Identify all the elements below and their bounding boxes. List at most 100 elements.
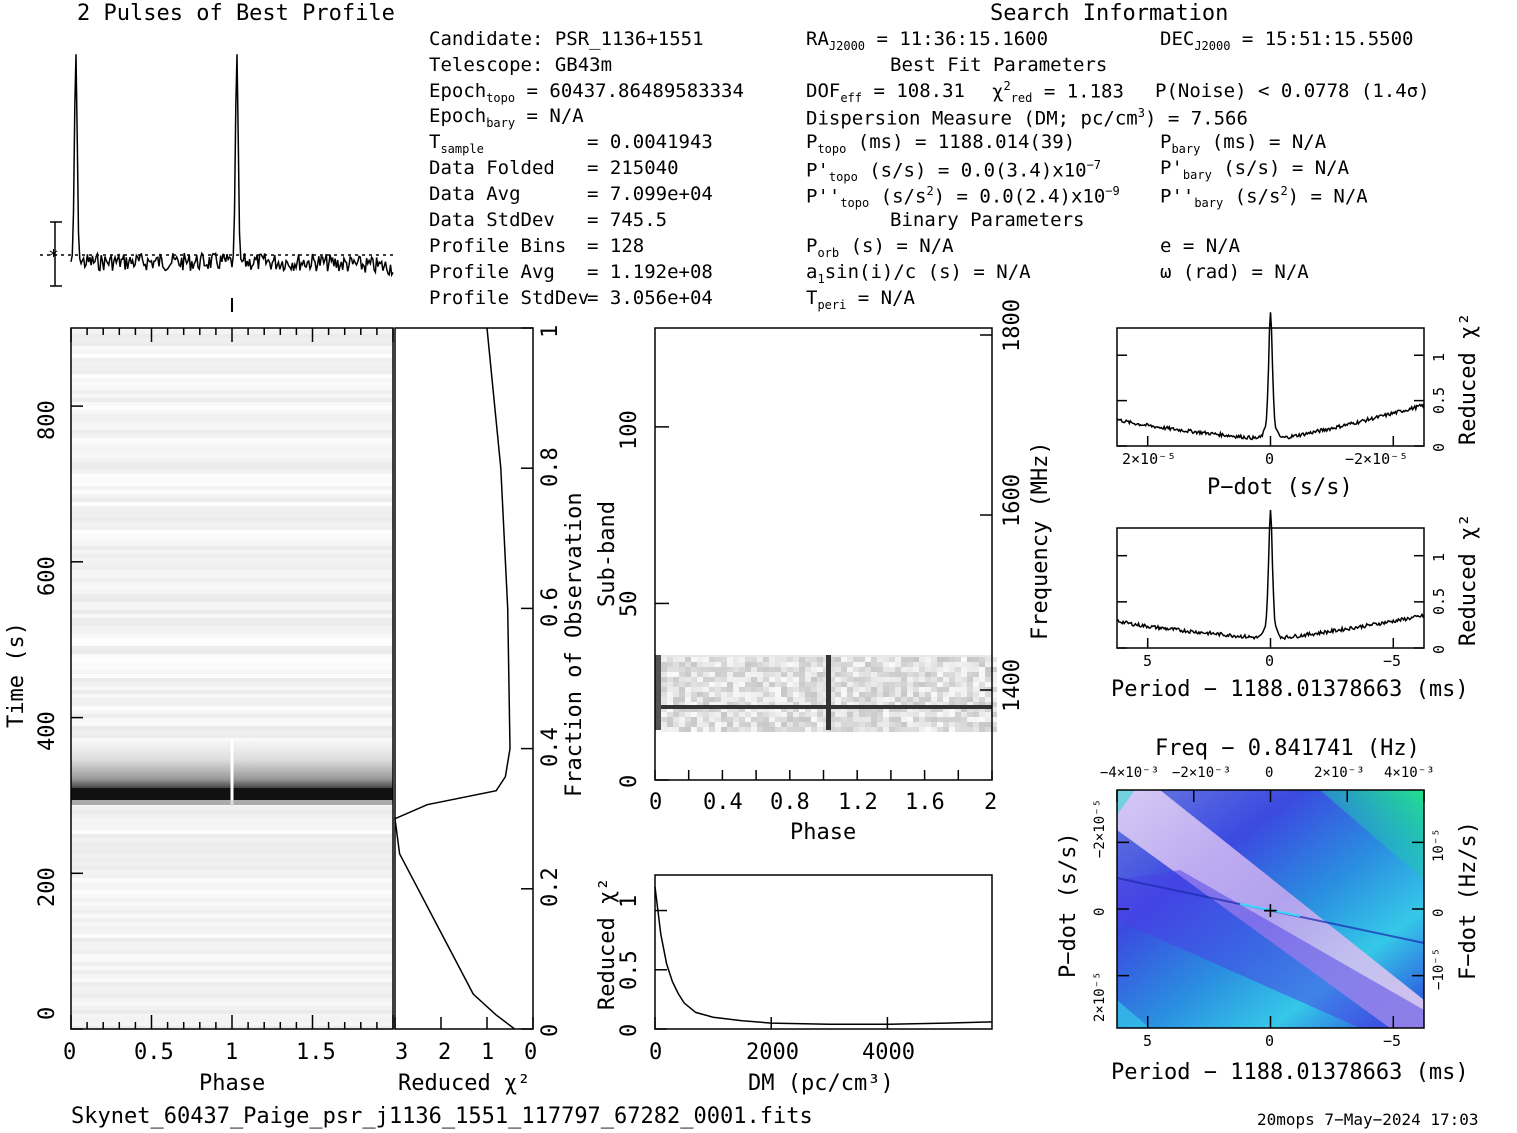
subband-cell xyxy=(673,677,679,682)
subband-cell xyxy=(937,662,943,667)
time-phase-row xyxy=(71,838,232,842)
time-phase-row xyxy=(232,906,393,910)
time-phase-row xyxy=(71,814,232,818)
subband-cell xyxy=(703,722,709,727)
subband-cell xyxy=(907,682,913,687)
time-phase-row xyxy=(232,494,393,498)
subband-cell xyxy=(745,717,751,722)
subband-cell xyxy=(931,672,937,677)
time-phase-row xyxy=(232,894,393,898)
period-panel xyxy=(1116,509,1425,649)
time-phase-row xyxy=(71,406,232,410)
binary-title: Binary Parameters xyxy=(890,209,1085,231)
time-phase-row xyxy=(71,342,232,346)
subband-cell xyxy=(913,712,919,717)
time-phase-row xyxy=(232,390,393,394)
subband-cell xyxy=(787,707,793,712)
subband-cell xyxy=(835,707,841,712)
subband-cell xyxy=(745,667,751,672)
subband-cell xyxy=(787,662,793,667)
subband-cell xyxy=(847,687,853,692)
subband-cell xyxy=(949,672,955,677)
subband-cell xyxy=(667,717,673,722)
subband-cell xyxy=(829,692,835,697)
subband-cell xyxy=(829,667,835,672)
subband-cell xyxy=(889,702,895,707)
tp-xtick-2: 1 xyxy=(225,1040,239,1065)
time-phase-row xyxy=(71,922,232,926)
period-ytick-0: 0 xyxy=(1430,644,1448,654)
subband-cell xyxy=(673,707,679,712)
subband-cell xyxy=(949,667,955,672)
subband-cell xyxy=(757,677,763,682)
subband-cell xyxy=(871,727,877,732)
subband-cell xyxy=(829,702,835,707)
subband-cell xyxy=(973,657,979,662)
sb-xtick-4: 1.6 xyxy=(905,790,945,815)
subband-cell xyxy=(727,687,733,692)
subband-cell xyxy=(685,687,691,692)
subband-cell xyxy=(949,677,955,682)
time-phase-row xyxy=(71,466,232,470)
time-phase-row xyxy=(232,650,393,654)
subband-cell xyxy=(685,707,691,712)
subband-cell xyxy=(775,677,781,682)
time-phase-row xyxy=(232,966,393,970)
subband-cell xyxy=(703,697,709,702)
subband-cell xyxy=(943,717,949,722)
subband-cell xyxy=(799,672,805,677)
time-phase-row xyxy=(232,818,393,822)
time-phase-row xyxy=(232,478,393,482)
subband-cell xyxy=(925,717,931,722)
time-phase-row xyxy=(71,438,232,442)
subband-bright-channel xyxy=(655,705,992,709)
time-phase-row xyxy=(71,346,232,350)
subband-cell xyxy=(805,717,811,722)
time-phase-row xyxy=(71,498,232,502)
subband-cell xyxy=(841,707,847,712)
subband-cell xyxy=(703,682,709,687)
subband-cell xyxy=(697,682,703,687)
time-phase-row xyxy=(71,430,232,434)
time-phase-row xyxy=(232,830,393,834)
time-phase-row xyxy=(71,682,232,686)
time-phase-row xyxy=(71,986,232,990)
pp-xtick-0: 5 xyxy=(1143,1032,1153,1050)
pbary-line: Pbary (ms) = N/A xyxy=(1160,131,1327,156)
subband-cell xyxy=(769,687,775,692)
time-phase-row xyxy=(71,662,232,666)
time-phase-row xyxy=(232,582,393,586)
subband-cell xyxy=(739,702,745,707)
time-phase-row xyxy=(232,994,393,998)
subband-cell xyxy=(703,667,709,672)
subband-cell xyxy=(769,712,775,717)
time-phase-row xyxy=(71,730,232,734)
subband-cell xyxy=(697,702,703,707)
subband-cell xyxy=(757,697,763,702)
subband-cell xyxy=(925,697,931,702)
subband-cell xyxy=(685,667,691,672)
subband-cell xyxy=(871,662,877,667)
subband-cell xyxy=(679,672,685,677)
subband-cell xyxy=(727,662,733,667)
subband-cell xyxy=(667,687,673,692)
time-phase-row xyxy=(232,506,393,510)
subband-cell xyxy=(685,662,691,667)
subband-cell xyxy=(913,722,919,727)
subband-cell xyxy=(727,727,733,732)
time-phase-row xyxy=(71,714,232,718)
subband-cell xyxy=(871,672,877,677)
subband-cell xyxy=(937,682,943,687)
subband-cell xyxy=(811,667,817,672)
time-phase-panel xyxy=(70,327,394,1030)
subband-cell xyxy=(949,702,955,707)
subband-cell xyxy=(901,707,907,712)
subband-cell xyxy=(757,687,763,692)
subband-cell xyxy=(835,692,841,697)
subband-cell xyxy=(871,712,877,717)
subband-cell xyxy=(985,727,991,732)
subband-cell xyxy=(919,697,925,702)
time-phase-row xyxy=(232,474,393,478)
dm-xlabel: DM (pc/cm³) xyxy=(748,1071,894,1096)
time-phase-row xyxy=(232,698,393,702)
